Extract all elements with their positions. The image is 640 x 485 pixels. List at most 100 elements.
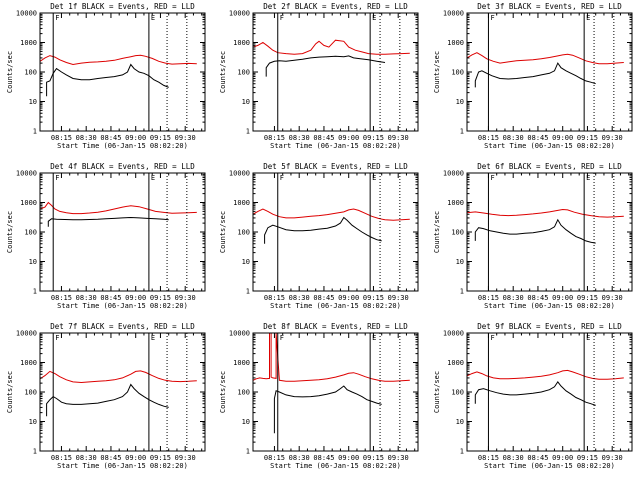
x-tick-label: 09:00 (338, 134, 359, 142)
y-tick-label: 100 (451, 389, 464, 397)
x-tick-label: 09:30 (175, 134, 196, 142)
x-tick-label: 09:00 (338, 294, 359, 302)
x-axis-label: Start Time (06-Jan-15 08:02:20) (57, 462, 188, 470)
marker-label: F (55, 174, 59, 182)
x-tick-label: 09:15 (363, 294, 384, 302)
marker-label: E (586, 334, 590, 342)
x-tick-label: 08:15 (51, 294, 72, 302)
chart-title: Det 7f BLACK = Events, RED = LLD (50, 322, 195, 331)
x-tick-label: 09:00 (552, 294, 573, 302)
chart-panel-1: Det 1f BLACK = Events, RED = LLD F E 1 10 100… (6, 2, 206, 150)
marker-label: F (280, 174, 284, 182)
series-line-events (47, 216, 169, 227)
y-tick-label: 10 (456, 418, 464, 426)
series-line-lld (467, 208, 624, 218)
y-tick-label: 1 (246, 288, 250, 296)
x-tick-label: 09:00 (125, 134, 146, 142)
series-line-lld (253, 39, 410, 55)
x-tick-label: 08:15 (264, 134, 285, 142)
y-tick-label: 100 (237, 389, 250, 397)
x-axis-label: Start Time (06-Jan-15 08:02:20) (484, 302, 615, 310)
marker-label: E (151, 334, 155, 342)
y-tick-label: 10000 (16, 10, 37, 18)
chart-panel-6: Det 6f BLACK = Events, RED = LLD F E 1 10 100… (433, 162, 633, 310)
marker-label: E (372, 334, 376, 342)
x-tick-label: 08:15 (264, 294, 285, 302)
y-tick-label: 10 (242, 418, 250, 426)
chart-panel-7: Det 7f BLACK = Events, RED = LLD F E 1 10 100… (6, 322, 206, 470)
x-tick-label: 08:30 (289, 294, 310, 302)
y-tick-label: 1 (460, 128, 464, 136)
x-tick-label: 08:15 (478, 294, 499, 302)
x-tick-label: 09:30 (388, 454, 409, 462)
x-tick-label: 08:45 (527, 134, 548, 142)
x-tick-label: 08:15 (478, 134, 499, 142)
y-tick-label: 100 (237, 229, 250, 237)
marker-label: F (280, 334, 284, 342)
y-tick-label: 1 (246, 128, 250, 136)
y-axis-label: Counts/sec (219, 51, 227, 93)
plot-frame (466, 172, 633, 292)
y-tick-label: 10 (242, 258, 250, 266)
y-axis-label: Counts/sec (219, 211, 227, 253)
x-tick-label: 09:15 (363, 134, 384, 142)
series-line-events (46, 63, 169, 97)
y-axis-label: Counts/sec (433, 211, 441, 253)
x-tick-label: 09:30 (388, 134, 409, 142)
series-line-events (264, 216, 382, 244)
y-tick-label: 1 (246, 448, 250, 456)
chart-title: Det 1f BLACK = Events, RED = LLD (50, 2, 195, 11)
x-tick-label: 08:45 (313, 294, 334, 302)
chart-title: Det 2f BLACK = Events, RED = LLD (263, 2, 408, 11)
series-line-events (265, 55, 386, 77)
series-line-lld (467, 369, 624, 380)
x-tick-label: 08:30 (76, 454, 97, 462)
x-tick-label: 09:15 (577, 134, 598, 142)
chart-title: Det 4f BLACK = Events, RED = LLD (50, 162, 195, 171)
x-tick-label: 09:15 (150, 454, 171, 462)
series-line-lld (467, 52, 624, 65)
y-tick-label: 10000 (443, 330, 464, 338)
x-tick-label: 08:30 (289, 134, 310, 142)
x-tick-label: 08:45 (527, 294, 548, 302)
x-tick-label: 09:15 (577, 454, 598, 462)
x-tick-label: 09:30 (175, 454, 196, 462)
y-tick-label: 1000 (233, 359, 250, 367)
marker-label: F (55, 334, 59, 342)
x-tick-label: 09:30 (602, 454, 623, 462)
y-tick-label: 100 (451, 229, 464, 237)
plot-frame (39, 12, 206, 132)
plot-frame (39, 332, 206, 452)
y-tick-label: 1000 (20, 199, 37, 207)
x-tick-label: 09:30 (388, 294, 409, 302)
y-tick-label: 1 (33, 448, 37, 456)
x-axis-label: Start Time (06-Jan-15 08:02:20) (270, 462, 401, 470)
x-tick-label: 08:45 (100, 294, 121, 302)
y-tick-label: 1000 (20, 39, 37, 47)
y-axis-label: Counts/sec (433, 371, 441, 413)
chart-title: Det 3f BLACK = Events, RED = LLD (477, 2, 622, 11)
chart-panel-9: Det 9f BLACK = Events, RED = LLD F E 1 10 100… (433, 322, 633, 470)
y-tick-label: 1000 (447, 199, 464, 207)
series-line-events (273, 385, 382, 434)
marker-label: F (280, 14, 284, 22)
series-line-events (46, 383, 169, 417)
x-tick-label: 09:30 (602, 134, 623, 142)
x-tick-label: 08:30 (289, 454, 310, 462)
y-tick-label: 10000 (443, 170, 464, 178)
series-line-events (474, 62, 596, 88)
x-tick-label: 08:15 (51, 454, 72, 462)
y-axis-label: Counts/sec (6, 51, 14, 93)
x-axis-label: Start Time (06-Jan-15 08:02:20) (484, 462, 615, 470)
x-tick-label: 08:15 (51, 134, 72, 142)
y-tick-label: 10 (242, 98, 250, 106)
chart-title: Det 9f BLACK = Events, RED = LLD (477, 322, 622, 331)
y-tick-label: 100 (451, 69, 464, 77)
y-tick-label: 1000 (233, 199, 250, 207)
x-tick-label: 09:00 (552, 454, 573, 462)
marker-label: E (372, 14, 376, 22)
y-tick-label: 10 (29, 418, 37, 426)
y-tick-label: 10000 (443, 10, 464, 18)
x-axis-label: Start Time (06-Jan-15 08:02:20) (484, 142, 615, 150)
series-line-lld (253, 333, 410, 382)
